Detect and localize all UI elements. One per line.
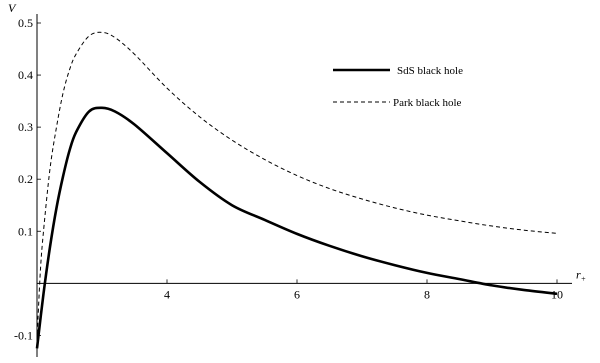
ticks: 4 6 8 10 -0.1 0.1 0.2 0.3 0.4 0.5 — [14, 16, 563, 342]
y-tick-label-2: 0.2 — [18, 172, 33, 186]
y-axis-title: V — [8, 1, 17, 15]
x-tick-label-0: 4 — [164, 287, 170, 301]
y-tick-label-4: 0.4 — [18, 68, 33, 82]
y-tick-label-1: 0.1 — [18, 224, 33, 238]
x-axis-title-main: r — [576, 267, 581, 281]
x-tick-label-1: 6 — [294, 287, 300, 301]
x-tick-label-2: 8 — [424, 287, 430, 301]
y-tick-label-5: 0.5 — [18, 16, 33, 30]
series — [35, 31, 558, 349]
legend: SdS black hole Park black hole — [333, 65, 463, 109]
y-tick-label-3: 0.3 — [18, 120, 33, 134]
x-axis-title-subscript: + — [581, 274, 586, 283]
x-axis-title: r+ — [576, 267, 586, 283]
legend-label-park: Park black hole — [393, 97, 462, 109]
axes — [36, 14, 572, 357]
series-line-park — [36, 31, 558, 341]
x-tick-label-3: 10 — [551, 287, 563, 301]
legend-label-sds: SdS black hole — [397, 65, 463, 77]
series-line-sds — [35, 106, 558, 349]
y-tick-label-0: -0.1 — [14, 328, 33, 342]
